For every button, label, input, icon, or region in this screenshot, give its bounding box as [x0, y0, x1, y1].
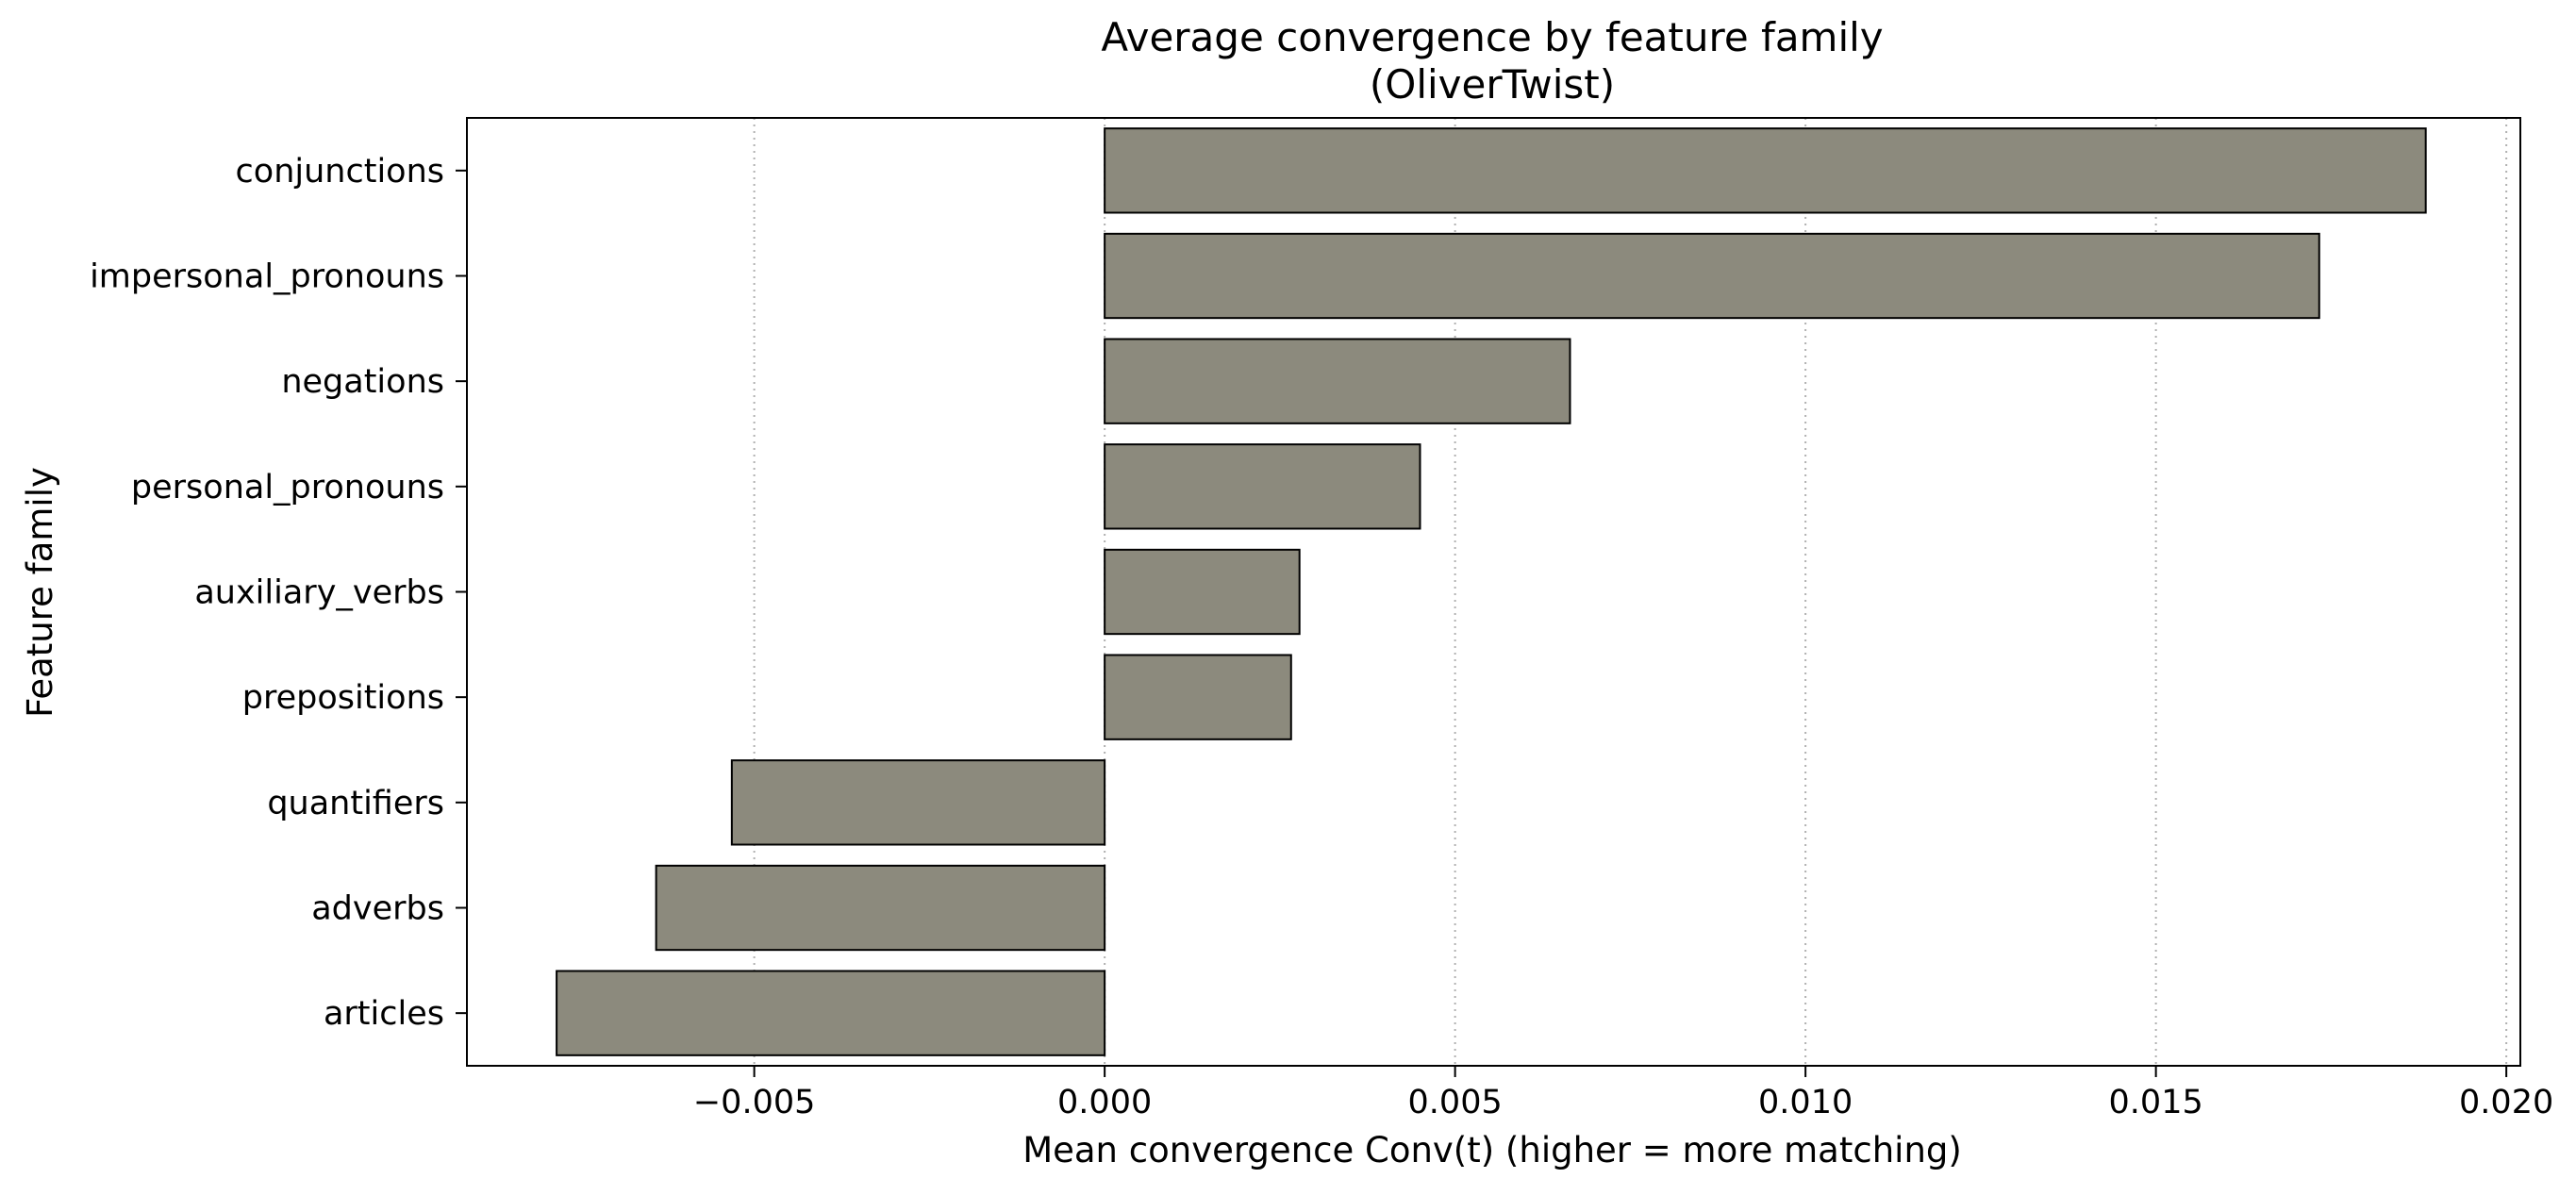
y-tick-label: auxiliary_verbs — [194, 574, 444, 612]
bar-conjunctions — [1104, 127, 2427, 214]
x-tick-label: −0.005 — [693, 1084, 816, 1121]
x-axis-label: Mean convergence Conv(t) (higher = more … — [1022, 1130, 1962, 1170]
x-tick-label: 0.020 — [2459, 1084, 2553, 1121]
y-tick-label: personal_pronouns — [131, 469, 444, 506]
y-tick-label: adverbs — [311, 890, 444, 928]
bar-negations — [1104, 338, 1571, 424]
y-tick-label: impersonal_pronouns — [90, 258, 444, 296]
chart-title: Average convergence by feature family — [1101, 14, 1883, 60]
y-tick-label: prepositions — [242, 679, 444, 717]
x-tick-label: 0.015 — [2109, 1084, 2203, 1121]
y-axis-label: Feature family — [20, 467, 60, 718]
x-axis-ticks: −0.005 0.000 0.005 0.010 0.015 0.020 — [693, 1066, 2553, 1121]
bar-impersonal-pronouns — [1104, 232, 2320, 320]
x-tick-label: 0.000 — [1057, 1084, 1152, 1121]
y-tick-label: conjunctions — [236, 153, 444, 191]
bar-auxiliary-verbs — [1104, 548, 1301, 636]
bar-prepositions — [1104, 654, 1292, 740]
bars — [556, 127, 2427, 1056]
bar-quantifiers — [730, 759, 1106, 846]
x-tick-label: 0.005 — [1408, 1084, 1503, 1121]
bar-personal-pronouns — [1104, 443, 1421, 530]
bar-articles — [556, 970, 1106, 1056]
bar-adverbs — [655, 864, 1106, 952]
chart-subtitle: (OliverTwist) — [1370, 61, 1615, 108]
x-tick-label: 0.010 — [1758, 1084, 1853, 1121]
y-tick-label: quantifiers — [267, 785, 444, 822]
y-tick-label: articles — [324, 995, 444, 1033]
y-tick-label: negations — [281, 363, 444, 401]
y-axis-ticks: conjunctions impersonal_pronouns negations… — [90, 153, 467, 1033]
